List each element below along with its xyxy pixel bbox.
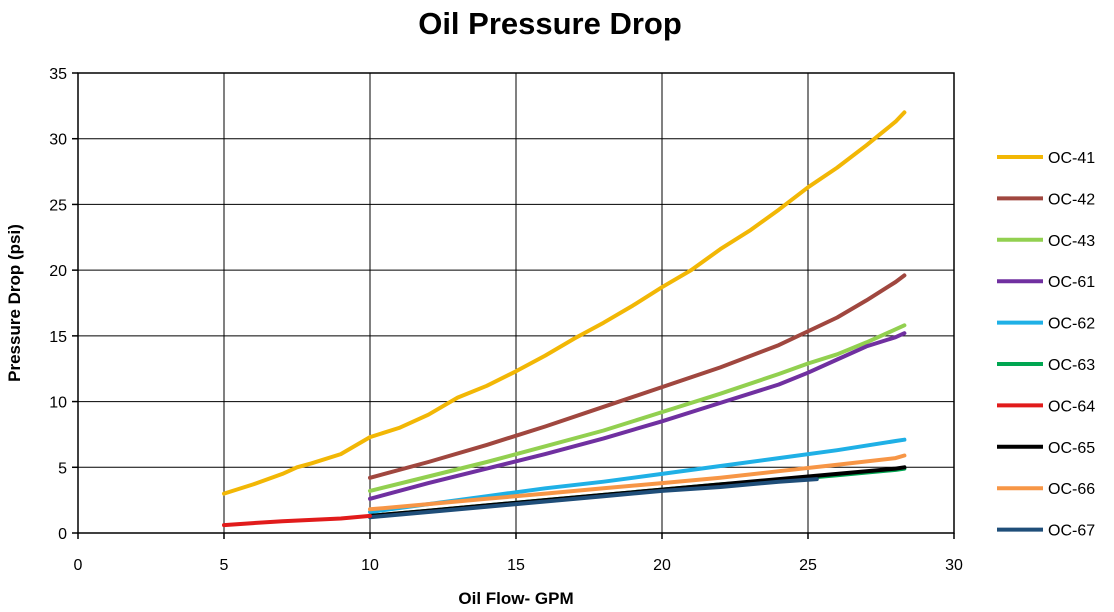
legend-label-oc-67: OC-67 [1048, 523, 1095, 540]
series-line-oc-42 [368, 273, 907, 480]
legend-label-oc-41: OC-41 [1048, 150, 1095, 167]
series-line-oc-61 [368, 331, 907, 501]
series-line-oc-66 [368, 453, 907, 512]
x-tick-label-30: 30 [945, 557, 963, 574]
legend-label-oc-65: OC-65 [1048, 440, 1095, 457]
y-tick-label-30: 30 [49, 132, 67, 149]
legend-label-oc-63: OC-63 [1048, 357, 1095, 374]
x-tick-label-15: 15 [507, 557, 525, 574]
series-line-oc-43 [368, 323, 907, 493]
x-tick-label-10: 10 [361, 557, 379, 574]
x-tick-label-25: 25 [799, 557, 817, 574]
y-tick-label-20: 20 [49, 263, 67, 280]
series-line-oc-64 [222, 513, 372, 528]
y-axis-label: Pressure Drop (psi) [5, 224, 24, 382]
y-tick-label-5: 5 [58, 460, 67, 477]
y-tick-label-25: 25 [49, 197, 67, 214]
x-tick-label-0: 0 [74, 557, 83, 574]
series-line-oc-41 [222, 110, 907, 496]
x-tick-label-5: 5 [220, 557, 229, 574]
x-axis-label: Oil Flow- GPM [458, 589, 573, 608]
y-tick-label-10: 10 [49, 395, 67, 412]
legend: OC-41 OC-42 OC-43 OC-61 OC-62 OC-63 OC-64 OC-65… [997, 150, 1095, 540]
legend-label-oc-42: OC-42 [1048, 191, 1095, 208]
chart-title: Oil Pressure Drop [418, 6, 682, 41]
series-lines [222, 110, 907, 528]
y-tick-label-0: 0 [58, 526, 67, 543]
x-tick-label-20: 20 [653, 557, 671, 574]
series-line-oc-67 [368, 477, 819, 520]
axis-ticks: 0 5 10 15 20 25 30 0 5 10 15 20 25 30 35 [49, 66, 963, 574]
legend-label-oc-43: OC-43 [1048, 233, 1095, 250]
y-tick-label-35: 35 [49, 66, 67, 83]
y-tick-label-15: 15 [49, 329, 67, 346]
legend-label-oc-62: OC-62 [1048, 316, 1095, 333]
legend-label-oc-61: OC-61 [1048, 274, 1095, 291]
grid-lines [77, 72, 955, 534]
legend-label-oc-64: OC-64 [1048, 398, 1095, 415]
legend-label-oc-66: OC-66 [1048, 481, 1095, 498]
